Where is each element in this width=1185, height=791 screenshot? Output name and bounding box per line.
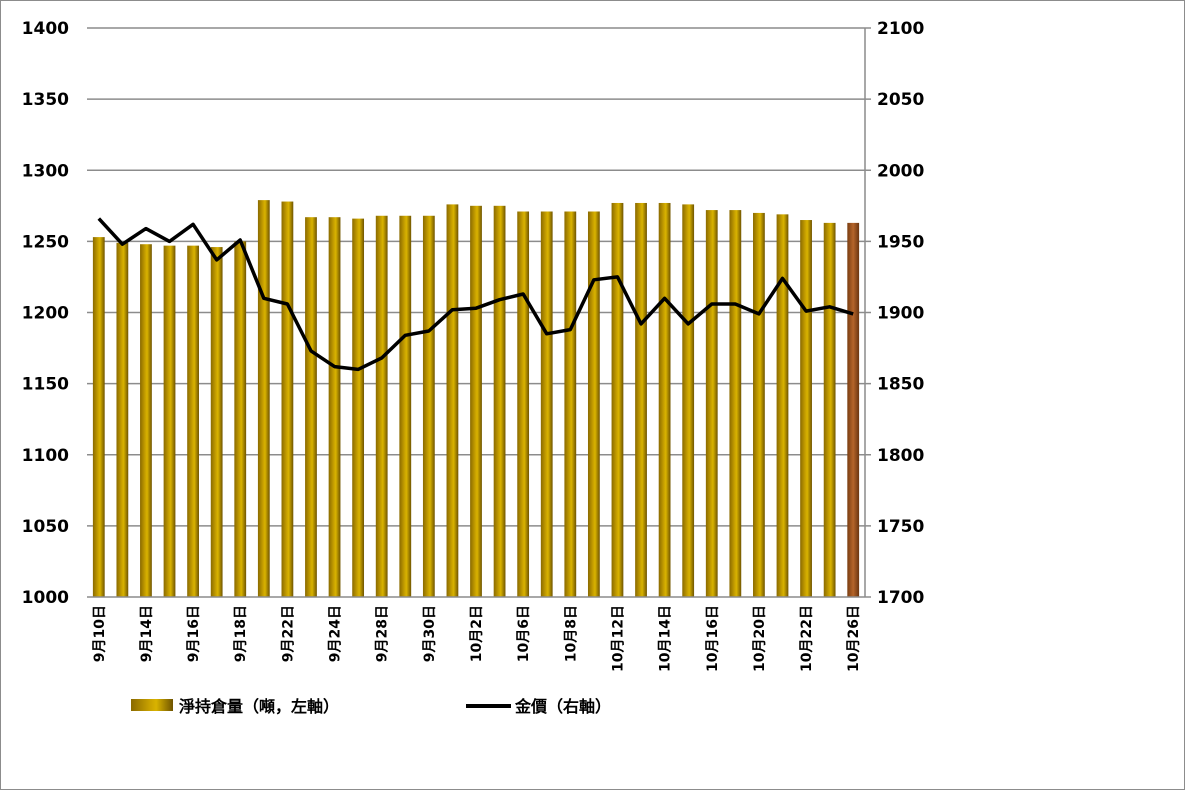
left-tick-label: 1350 [22, 90, 69, 110]
bar [375, 215, 388, 597]
bar [658, 202, 671, 597]
category-tick-label: 9月18日 [233, 605, 249, 662]
bar [281, 201, 294, 598]
category-tick-label: 9月16日 [186, 605, 202, 662]
left-tick-label: 1150 [22, 375, 69, 395]
category-tick-label: 10月14日 [658, 605, 674, 672]
category-tick-label: 10月6日 [516, 605, 532, 662]
bar [210, 247, 223, 597]
category-tick-label: 9月30日 [422, 605, 438, 662]
bar [493, 205, 506, 597]
bar [140, 244, 152, 597]
category-tick-label: 10月26日 [846, 605, 862, 672]
bar [328, 217, 341, 597]
bar [305, 217, 317, 597]
bar [587, 211, 600, 597]
category-tick-label: 10月16日 [705, 605, 721, 672]
bar [635, 202, 647, 597]
bar [682, 204, 695, 597]
bar [847, 222, 860, 597]
legend-bar-label: 淨持倉量（噸，左軸） [179, 697, 339, 716]
gold-price-line [97, 217, 854, 372]
category-tick-label: 10月22日 [799, 605, 815, 672]
bar [399, 215, 412, 597]
bar [446, 204, 459, 597]
line-series [97, 217, 854, 372]
bar [352, 218, 365, 598]
category-tick-label: 10月20日 [752, 605, 768, 672]
category-tick-label: 9月24日 [328, 605, 344, 662]
right-tick-label: 2050 [877, 90, 924, 110]
bar [92, 237, 105, 598]
legend-line-label: 金價（右軸） [514, 697, 611, 716]
right-tick-label: 1850 [877, 375, 924, 395]
bar [234, 241, 247, 597]
left-axis-ticks: 1000 1050 1100 1150 1200 1250 1300 1350 1400 [22, 19, 69, 608]
left-tick-label: 1300 [22, 161, 69, 181]
bar [517, 211, 530, 597]
bar [257, 200, 270, 597]
bar [116, 242, 129, 598]
left-tick-label: 1250 [22, 232, 69, 252]
left-tick-label: 1100 [22, 446, 69, 466]
category-tick-label: 10月8日 [563, 605, 579, 662]
left-tick-label: 1000 [22, 588, 69, 608]
bar [564, 211, 577, 597]
bar [611, 202, 624, 597]
bar [705, 210, 718, 597]
category-axis-ticks: 9月10日 9月14日 9月16日 9月18日 9月22日 9月24日 9月28日 9月30日… [92, 605, 862, 672]
bar [163, 245, 176, 597]
category-tick-label: 9月22日 [280, 605, 296, 662]
legend-bar-swatch [131, 699, 173, 711]
category-tick-label: 10月2日 [469, 605, 485, 662]
bar-series [92, 200, 860, 598]
category-tick-label: 9月10日 [92, 605, 108, 662]
right-tick-label: 2100 [877, 19, 924, 39]
legend: 淨持倉量（噸，左軸） 金價（右軸） [131, 697, 611, 716]
right-tick-label: 1700 [877, 588, 924, 608]
bar [729, 210, 742, 597]
right-tick-label: 2000 [877, 161, 924, 181]
bar [540, 211, 553, 597]
bar [422, 215, 435, 597]
bar [470, 205, 482, 597]
bar [823, 222, 836, 597]
category-tick-label: 9月28日 [375, 605, 391, 662]
bar [776, 214, 789, 597]
category-tick-label: 10月12日 [610, 605, 626, 672]
left-tick-label: 1400 [22, 19, 69, 39]
right-axis-ticks: 1700 1750 1800 1850 1900 1950 2000 2050 2100 [865, 19, 924, 608]
category-tick-label: 9月14日 [139, 605, 155, 662]
bar [800, 220, 812, 597]
right-tick-label: 1750 [877, 517, 924, 537]
right-tick-label: 1900 [877, 304, 924, 324]
right-tick-label: 1800 [877, 446, 924, 466]
bar [753, 212, 765, 598]
right-tick-label: 1950 [877, 232, 924, 252]
left-tick-label: 1050 [22, 517, 69, 537]
bar [187, 245, 199, 597]
left-tick-label: 1200 [22, 304, 69, 324]
